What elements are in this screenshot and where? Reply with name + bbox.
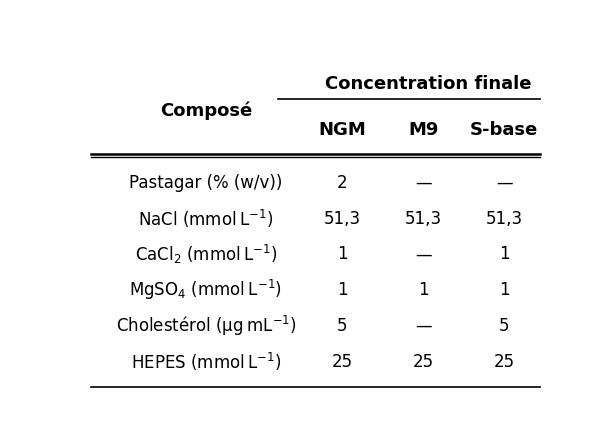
Text: 5: 5 (499, 317, 509, 335)
Text: 51,3: 51,3 (405, 210, 442, 228)
Text: 1: 1 (499, 281, 509, 299)
Text: Composé: Composé (160, 101, 252, 120)
Text: —: — (415, 317, 431, 335)
Text: 51,3: 51,3 (485, 210, 523, 228)
Text: 1: 1 (499, 245, 509, 264)
Text: 25: 25 (331, 353, 352, 371)
Text: NaCl (mmol L$^{-1}$): NaCl (mmol L$^{-1}$) (138, 208, 274, 229)
Text: Pastagar (% (w/v)): Pastagar (% (w/v)) (129, 174, 283, 192)
Text: 1: 1 (337, 281, 347, 299)
Text: 1: 1 (418, 281, 428, 299)
Text: Cholestérol (μg mL$^{-1}$): Cholestérol (μg mL$^{-1}$) (116, 314, 296, 338)
Text: —: — (415, 245, 431, 264)
Text: —: — (415, 174, 431, 192)
Text: CaCl$_2$ (mmol L$^{-1}$): CaCl$_2$ (mmol L$^{-1}$) (135, 243, 277, 266)
Text: 25: 25 (413, 353, 434, 371)
Text: NGM: NGM (318, 121, 366, 139)
Text: M9: M9 (408, 121, 439, 139)
Text: 25: 25 (493, 353, 515, 371)
Text: 51,3: 51,3 (323, 210, 360, 228)
Text: MgSO$_4$ (mmol L$^{-1}$): MgSO$_4$ (mmol L$^{-1}$) (129, 278, 282, 302)
Text: —: — (496, 174, 513, 192)
Text: Concentration finale: Concentration finale (325, 75, 531, 93)
Text: HEPES (mmol L$^{-1}$): HEPES (mmol L$^{-1}$) (131, 351, 281, 373)
Text: 1: 1 (337, 245, 347, 264)
Text: 2: 2 (337, 174, 347, 192)
Text: 5: 5 (337, 317, 347, 335)
Text: S-base: S-base (470, 121, 538, 139)
